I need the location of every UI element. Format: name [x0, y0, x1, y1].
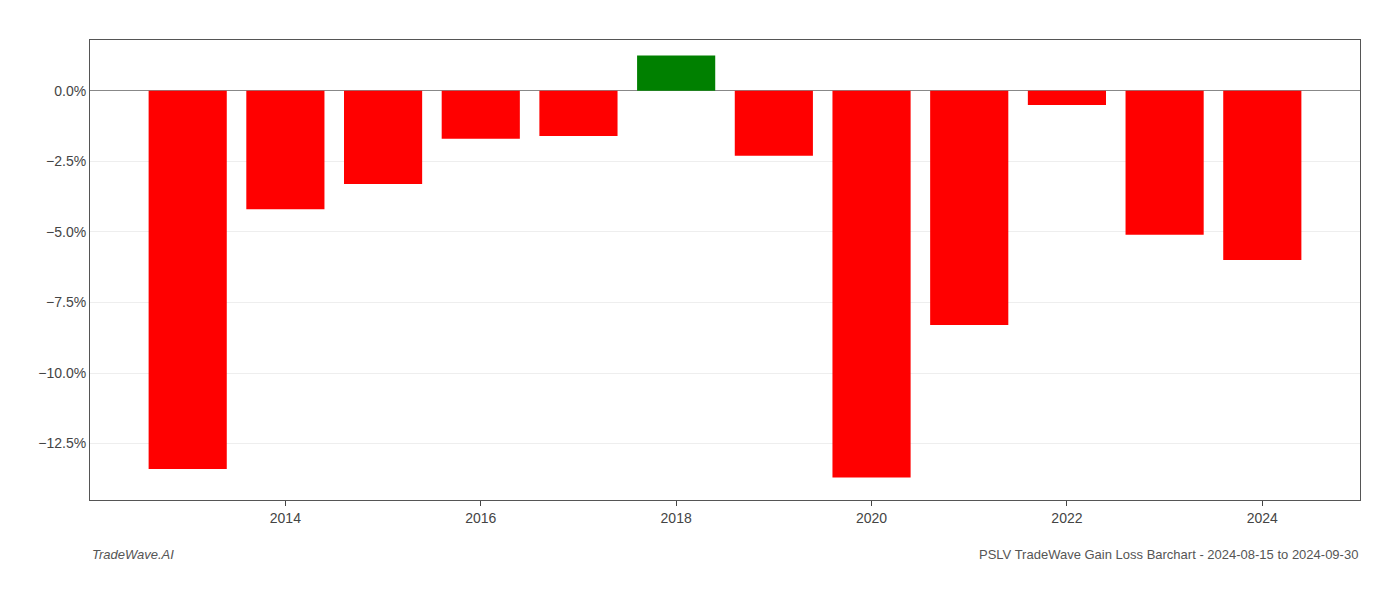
svg-text:−10.0%: −10.0% [38, 365, 86, 381]
svg-text:2024: 2024 [1247, 510, 1278, 526]
svg-text:PSLV TradeWave Gain Loss Barch: PSLV TradeWave Gain Loss Barchart - 2024… [979, 547, 1358, 562]
svg-text:−2.5%: −2.5% [46, 153, 86, 169]
svg-text:2018: 2018 [661, 510, 692, 526]
svg-text:TradeWave.AI: TradeWave.AI [92, 547, 174, 562]
svg-text:−5.0%: −5.0% [46, 224, 86, 240]
svg-text:−7.5%: −7.5% [46, 294, 86, 310]
svg-text:2014: 2014 [270, 510, 301, 526]
svg-text:−12.5%: −12.5% [38, 435, 86, 451]
svg-text:2016: 2016 [465, 510, 496, 526]
svg-text:2020: 2020 [856, 510, 887, 526]
svg-text:2022: 2022 [1051, 510, 1082, 526]
svg-text:0.0%: 0.0% [54, 83, 86, 99]
